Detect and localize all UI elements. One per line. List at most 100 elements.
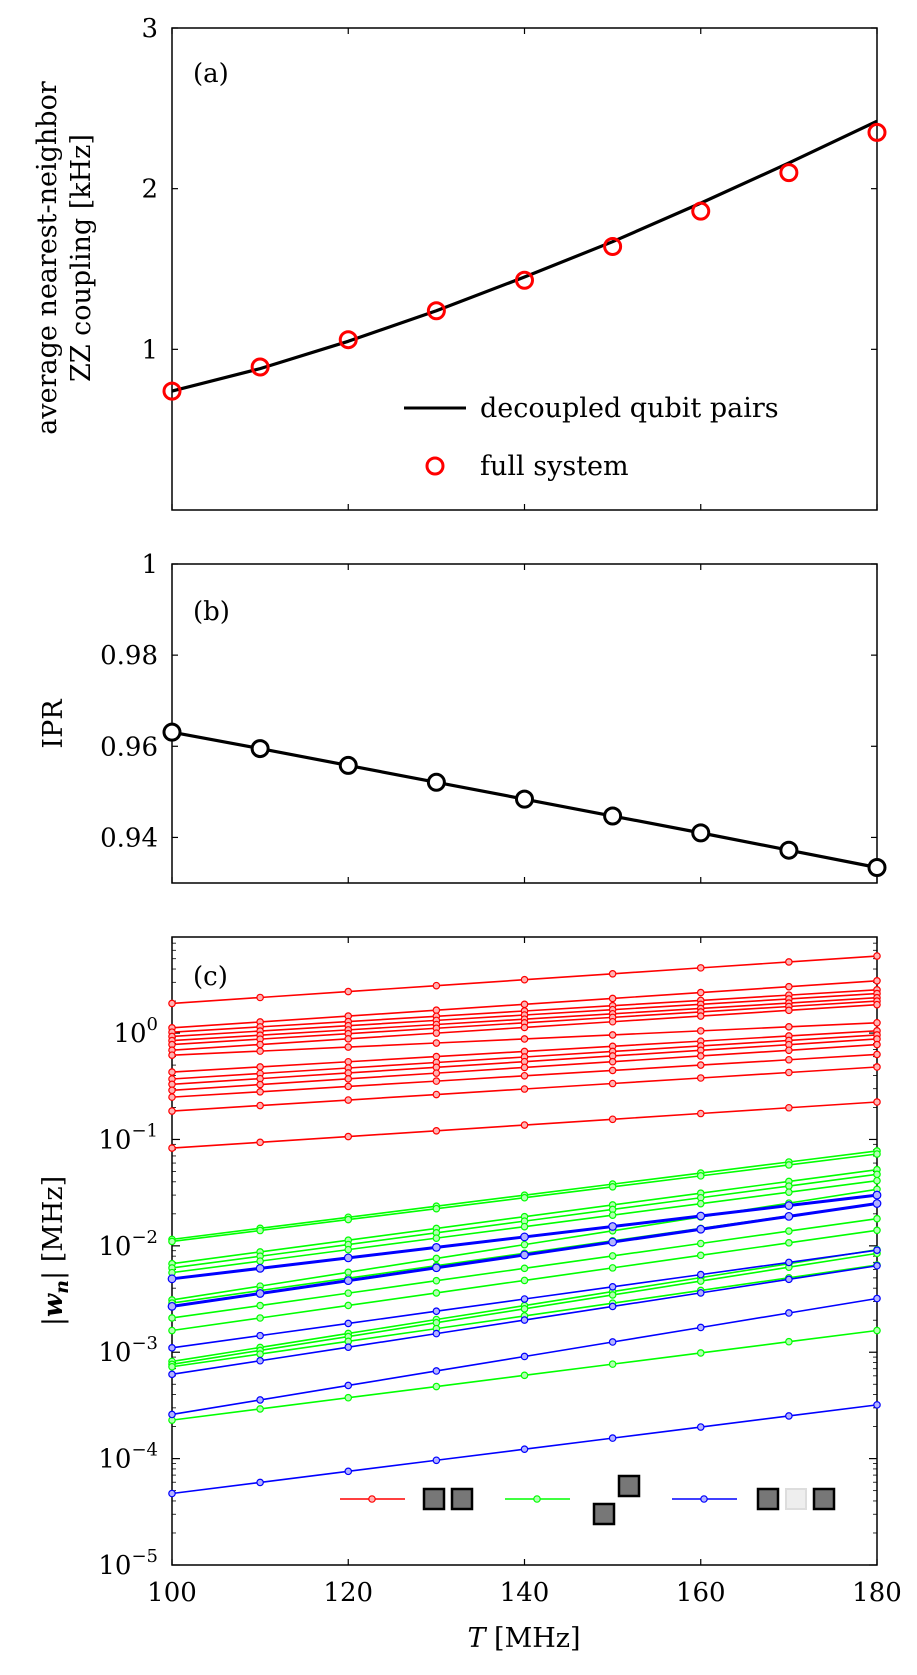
series-point — [785, 958, 793, 966]
series-point — [873, 1170, 881, 1179]
series-point — [432, 1456, 441, 1465]
series-point — [168, 1344, 176, 1352]
series-point — [873, 977, 881, 985]
series-point — [168, 1314, 176, 1322]
series-point — [432, 1039, 441, 1047]
series-point — [520, 1295, 529, 1303]
series-point — [784, 1211, 794, 1221]
series-point — [608, 1434, 617, 1442]
series-point — [520, 1023, 529, 1032]
point-full-system — [515, 270, 534, 290]
series-point — [344, 987, 353, 996]
series-point — [344, 1215, 353, 1224]
series-point — [520, 1035, 529, 1043]
point-full-system — [779, 163, 799, 183]
series-point — [873, 1246, 881, 1255]
series-point — [785, 1182, 793, 1190]
panel-c-ylabel: |wn| [MHz] — [38, 1176, 73, 1326]
series-point — [696, 1224, 706, 1234]
series-point — [785, 1055, 793, 1064]
series-point — [696, 1199, 705, 1208]
series-point — [256, 1101, 264, 1110]
point-full-system — [426, 301, 446, 321]
series-point — [873, 1214, 881, 1223]
series-point — [520, 975, 529, 984]
legend-green-plaquette-lower — [592, 1502, 616, 1526]
series-point — [873, 1176, 881, 1185]
series-point — [785, 1275, 793, 1284]
series-point — [696, 1109, 705, 1118]
series-point — [520, 1085, 529, 1093]
series-point — [432, 1367, 441, 1375]
panel-a-frame — [171, 27, 878, 511]
legend-red-plaquette-left — [422, 1487, 446, 1511]
series-point — [167, 1301, 177, 1311]
series-point — [168, 1489, 176, 1498]
legend-blue-plaquette-left — [756, 1487, 780, 1511]
series-point — [432, 1254, 441, 1263]
series-point — [608, 994, 617, 1003]
series-point — [784, 1201, 794, 1210]
series-point — [344, 1393, 353, 1402]
series-point — [256, 993, 264, 1002]
series-point — [432, 1029, 441, 1037]
series-point — [168, 999, 176, 1008]
series-point — [696, 1027, 705, 1035]
series-point — [344, 1343, 353, 1351]
series-point — [256, 1257, 264, 1265]
series-point — [432, 1234, 441, 1242]
panel-b-label: (b) — [193, 597, 230, 627]
series-point — [344, 1289, 353, 1297]
panel-b: (b) 0.94 0.96 0.98 1 IPR — [38, 550, 887, 884]
series-point — [696, 1012, 705, 1020]
series-point — [256, 1405, 264, 1413]
series-point — [256, 1396, 264, 1404]
series-point — [785, 1337, 793, 1346]
point-ipr — [603, 806, 623, 826]
point-ipr — [779, 840, 799, 860]
series-point — [608, 1283, 617, 1291]
panel-b-frame — [171, 563, 878, 884]
series-point — [432, 1329, 441, 1338]
point-ipr — [426, 772, 446, 792]
series-point — [520, 1000, 529, 1009]
series-point — [520, 1264, 529, 1273]
series-point — [168, 1107, 176, 1115]
series-point — [432, 1077, 441, 1085]
legend-red-plaquette-right — [450, 1487, 474, 1511]
series-point — [520, 1193, 529, 1202]
series-point — [344, 1301, 353, 1310]
series-point — [608, 1237, 618, 1247]
series-point — [873, 1018, 881, 1027]
series-point — [608, 1222, 618, 1231]
series-point — [520, 1371, 529, 1380]
series-point — [168, 1068, 176, 1076]
series-point — [785, 1227, 793, 1235]
point-full-system — [162, 381, 182, 401]
series-point — [696, 1172, 705, 1180]
series-point — [785, 1161, 793, 1169]
series-point — [520, 1445, 529, 1453]
series-point — [168, 1362, 176, 1371]
series-point — [168, 1326, 176, 1335]
series-point — [608, 1211, 617, 1219]
series-point — [255, 1263, 265, 1273]
series-point — [344, 1245, 353, 1254]
y-tick-label: 2 — [141, 175, 158, 205]
y-tick-label: 10−1 — [98, 1120, 158, 1155]
y-tick-label: 1 — [141, 335, 158, 365]
series-point — [432, 1289, 441, 1297]
series-point — [696, 1323, 705, 1332]
series-point — [696, 1277, 705, 1285]
series-point — [520, 1305, 529, 1313]
y-tick-label: 10−4 — [98, 1440, 158, 1475]
series-point — [608, 1182, 617, 1191]
series-point — [608, 969, 617, 978]
series-point — [696, 1251, 705, 1260]
series-point — [608, 1360, 617, 1368]
legend-red-marker — [368, 1495, 376, 1503]
series-point — [344, 1132, 353, 1141]
series-point — [785, 982, 793, 991]
series-point — [873, 1040, 881, 1049]
